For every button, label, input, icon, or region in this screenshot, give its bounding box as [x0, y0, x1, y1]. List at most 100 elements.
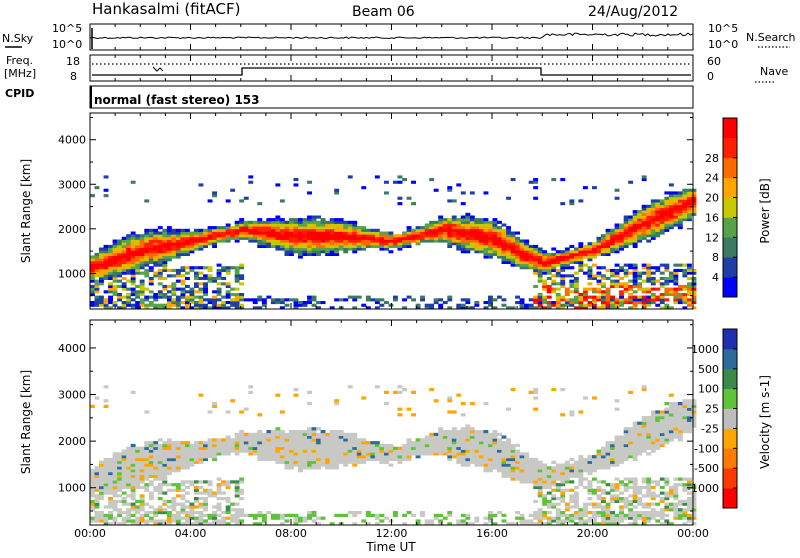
velocity-cell [203, 455, 208, 459]
power-cell [139, 301, 145, 305]
velocity-cell [352, 432, 358, 436]
velocity-cell [234, 446, 240, 450]
power-cell [573, 282, 579, 286]
power-cell [162, 284, 168, 288]
velocity-cell [207, 438, 213, 442]
velocity-cell [610, 455, 615, 459]
power-cell [112, 260, 118, 264]
power-colorbar-swatch [723, 177, 737, 198]
velocity-cell [646, 432, 652, 436]
velocity-cell [243, 407, 249, 411]
power-cell [569, 301, 575, 305]
power-cell [650, 199, 656, 203]
velocity-cell [673, 407, 679, 411]
velocity-cell [148, 449, 154, 453]
power-cell [320, 301, 326, 305]
power-cell [537, 274, 543, 278]
time-tick-label: 08:00 [275, 527, 307, 540]
power-cell [646, 234, 652, 238]
power-cell [166, 301, 172, 305]
velocity-cell [478, 463, 484, 467]
velocity-cell [103, 460, 109, 464]
velocity-cell [519, 471, 525, 476]
velocity-cell [442, 443, 448, 448]
velocity-cell [447, 435, 453, 439]
velocity-cell [655, 430, 661, 434]
power-cell [429, 234, 435, 238]
power-cell [619, 239, 624, 243]
velocity-cell [546, 491, 552, 495]
velocity-cell [379, 460, 385, 464]
power-cell [198, 239, 204, 243]
velocity-cell [279, 452, 285, 456]
power-cell [361, 244, 367, 248]
velocity-cell [605, 491, 611, 495]
velocity-cell [519, 477, 525, 481]
velocity-cell [234, 443, 240, 448]
velocity-cell [230, 441, 236, 445]
power-cell [524, 239, 530, 243]
power-cell [198, 282, 204, 286]
velocity-cell [130, 480, 136, 484]
power-cell [560, 303, 566, 307]
power-cell [610, 301, 615, 305]
power-cell [198, 303, 204, 307]
power-cell [234, 271, 240, 275]
velocity-cell [99, 471, 104, 476]
power-cell [510, 260, 516, 264]
power-cell [637, 228, 643, 232]
power-cell [189, 239, 195, 243]
velocity-cell [248, 452, 254, 456]
velocity-cell [664, 424, 670, 428]
power-cell [623, 228, 629, 232]
velocity-cell [451, 446, 457, 450]
velocity-cell [655, 513, 661, 517]
power-cell [569, 274, 575, 278]
power-cell [632, 212, 638, 216]
velocity-cell [234, 516, 240, 520]
velocity-cell [537, 463, 543, 467]
power-cell [501, 258, 507, 262]
power-cell [384, 247, 389, 251]
velocity-cell [221, 446, 227, 450]
power-cell [641, 223, 647, 227]
velocity-cell [117, 457, 122, 462]
power-cell [270, 228, 276, 232]
power-cell [524, 250, 530, 254]
velocity-cell [316, 427, 321, 431]
velocity-cell [162, 511, 168, 515]
power-cell [171, 274, 177, 278]
velocity-cell [243, 513, 249, 517]
velocity-cell [415, 449, 421, 453]
velocity-cell [492, 449, 498, 453]
power-cell [587, 255, 593, 259]
velocity-cell [329, 441, 335, 445]
velocity-cell [185, 513, 190, 517]
velocity-cell [361, 519, 367, 523]
power-cell [234, 301, 240, 305]
velocity-cell [234, 519, 240, 523]
velocity-cell [139, 494, 145, 498]
power-cell [135, 306, 141, 310]
velocity-cell [411, 413, 416, 417]
power-cell [424, 306, 430, 310]
power-cell [162, 239, 168, 243]
power-cell [551, 247, 557, 251]
velocity-cell [555, 508, 561, 512]
velocity-cell [673, 410, 679, 414]
velocity-cell [569, 494, 575, 498]
power-cell [234, 274, 240, 278]
power-cell [442, 239, 448, 243]
velocity-cell [668, 505, 674, 509]
power-cell [646, 301, 652, 305]
velocity-cell [311, 441, 317, 445]
power-cell [614, 223, 620, 227]
power-cell [307, 234, 312, 238]
velocity-colorbar-label: Velocity [m s-1] [758, 375, 772, 469]
power-cell [578, 199, 584, 203]
power-cell [130, 234, 136, 238]
velocity-cell [397, 460, 403, 464]
power-cell [343, 236, 349, 240]
velocity-cell [546, 466, 552, 470]
power-cell [302, 242, 308, 246]
